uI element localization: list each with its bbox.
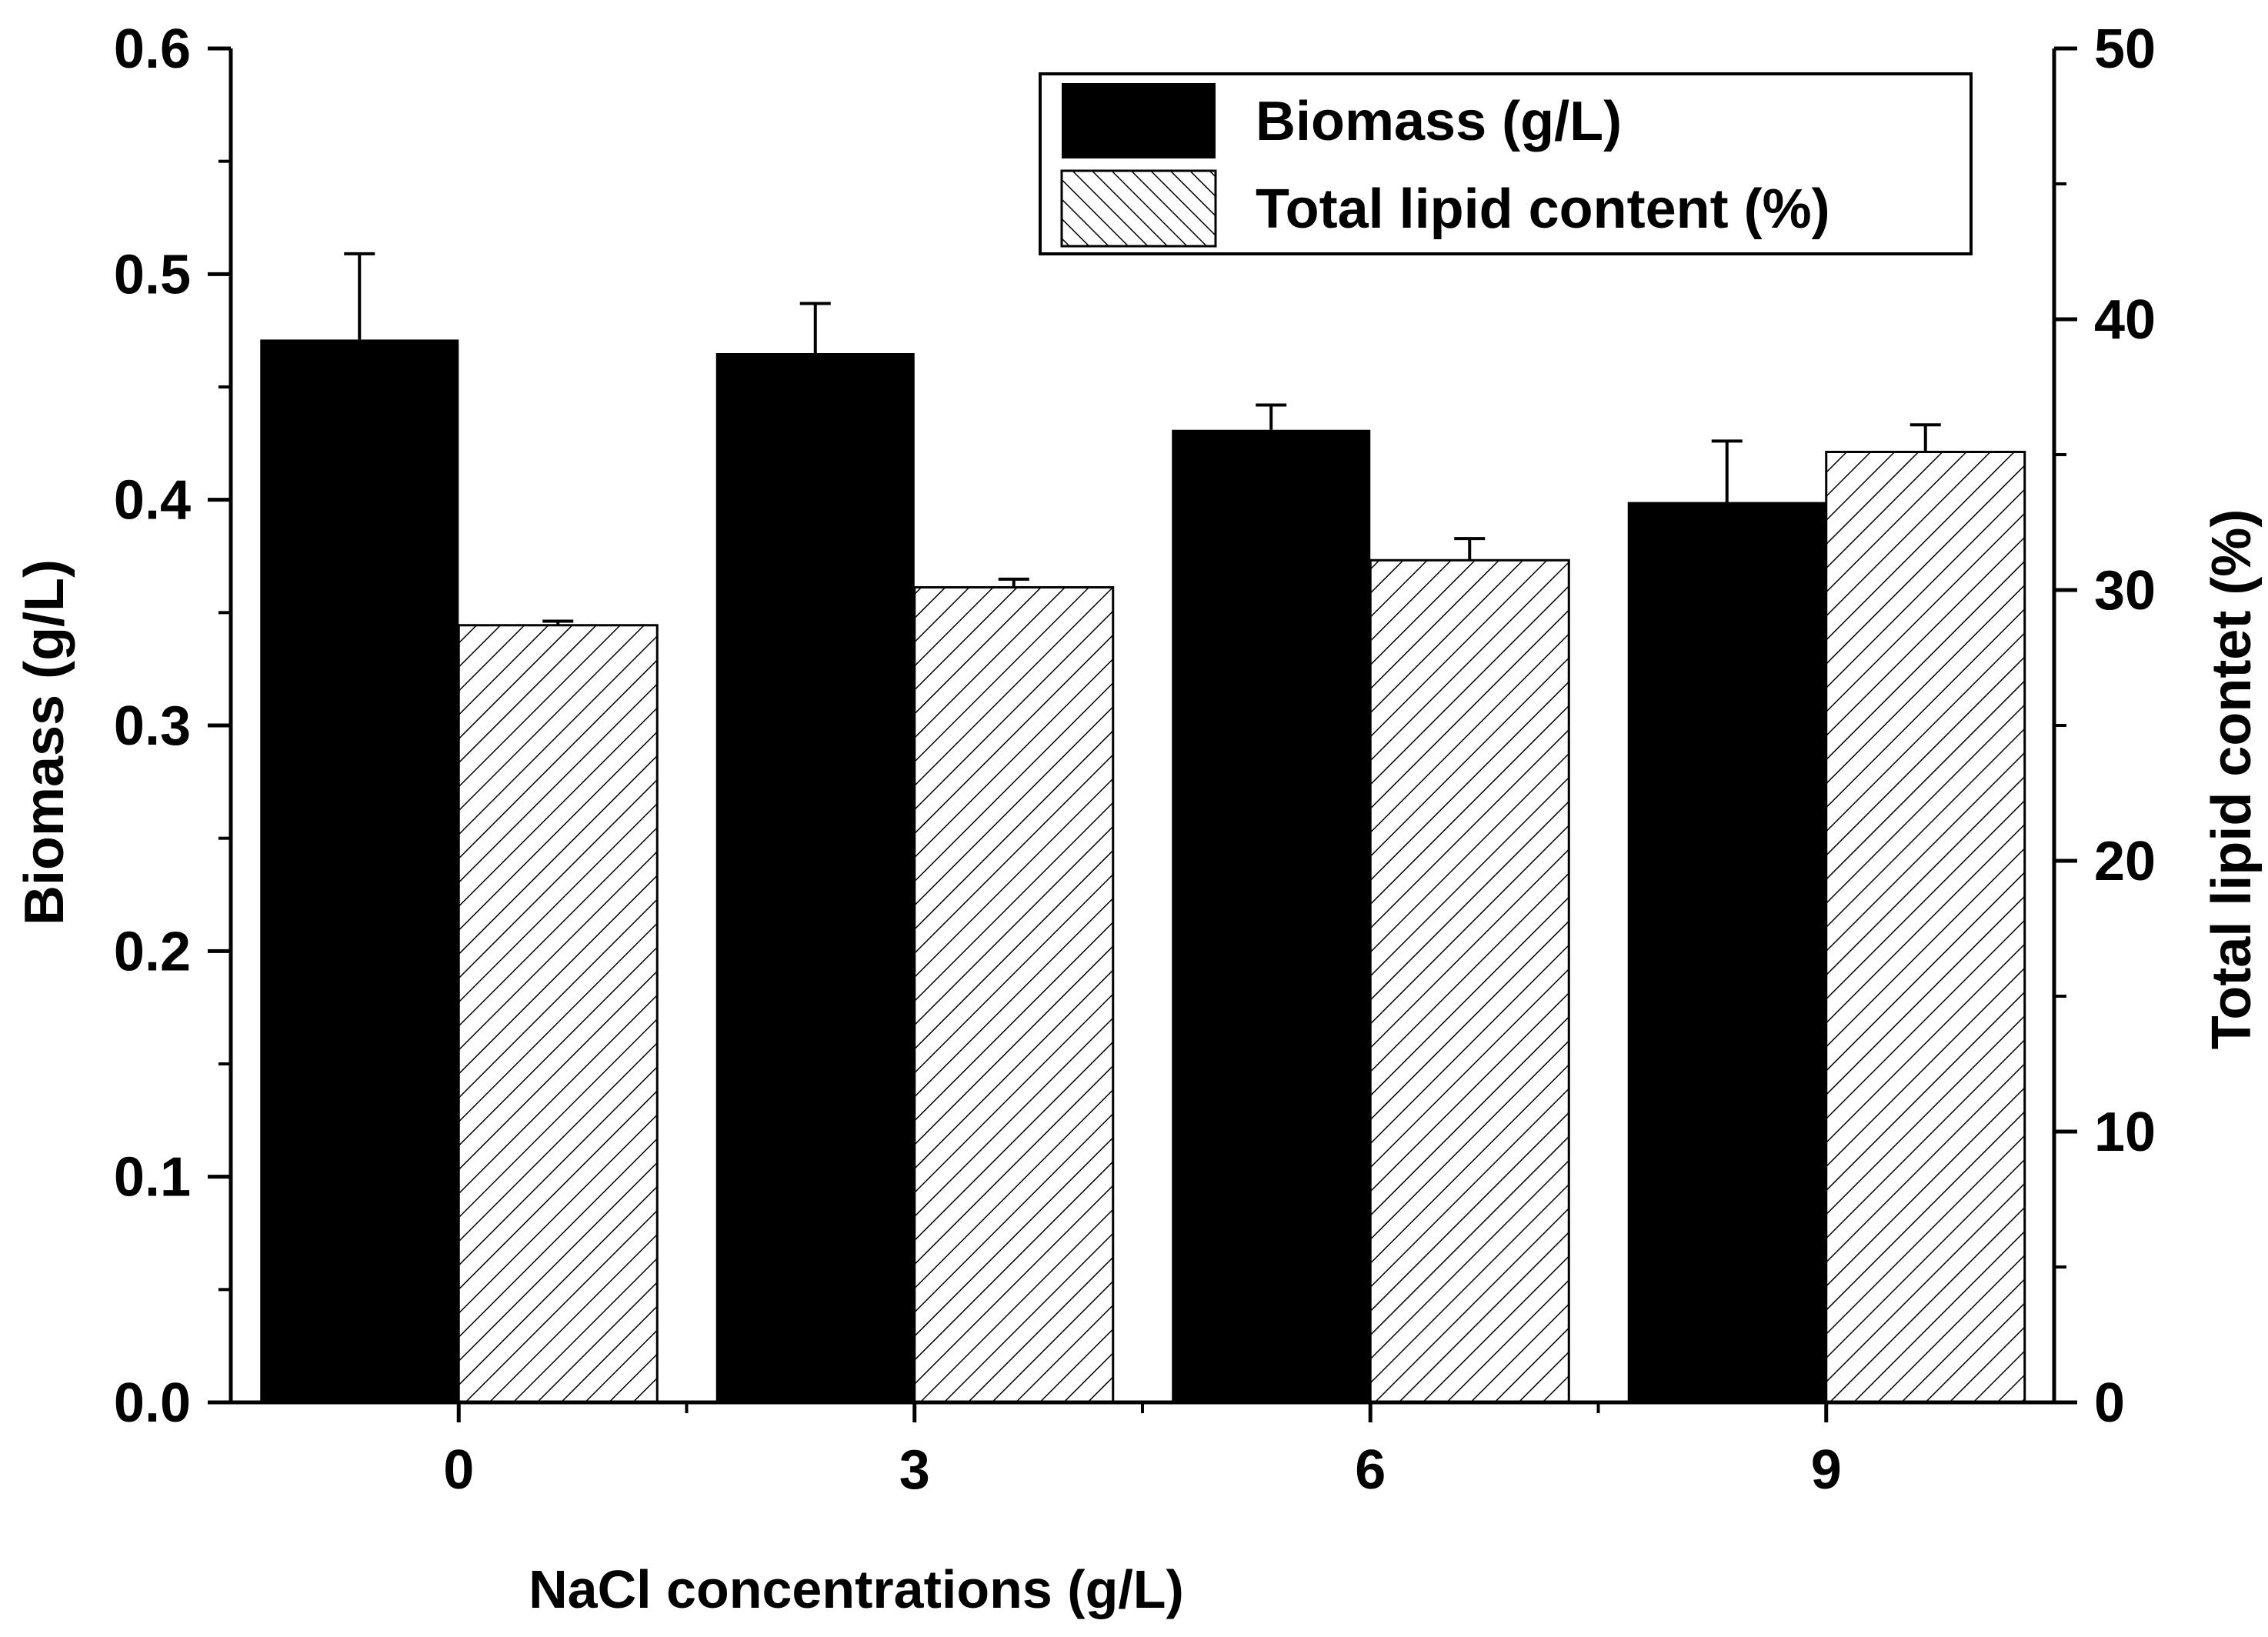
- bar-biomass-0: [260, 339, 459, 1402]
- y-right-tick-label: 10: [2094, 1102, 2156, 1163]
- ticks-layer: 0 3 6 9 0.0 0.1 0.2 0.3 0.4 0.5 0.6 0 10 20 30 40 50: [114, 18, 2156, 1501]
- y-left-tick-label: 0.4: [114, 470, 191, 532]
- y-right-tick-label: 40: [2094, 289, 2156, 351]
- x-tick-label-6: 6: [1355, 1439, 1386, 1501]
- x-tick-label-0: 0: [443, 1439, 474, 1501]
- legend-swatch-biomass: [1062, 83, 1216, 158]
- legend-label-lipid: Total lipid content (%): [1256, 178, 1830, 240]
- bars-layer: [260, 252, 2026, 1404]
- y-right-tick-label: 20: [2094, 831, 2156, 892]
- bar-lipid-6: [1369, 558, 1570, 1404]
- y-left-tick-label: 0.2: [114, 921, 191, 982]
- y-left-tick-label: 0.1: [114, 1147, 191, 1209]
- bar-lipid-9: [1825, 450, 2026, 1404]
- bar-biomass-6: [1172, 429, 1371, 1402]
- bar-biomass-3: [715, 353, 915, 1402]
- legend: Biomass (g/L) Total lipid content (%): [1039, 72, 1973, 255]
- bar-lipid-3: [913, 585, 1115, 1404]
- y-axis-right-title: Total lipid contet (%): [2201, 509, 2263, 1050]
- bar-biomass-9: [1627, 502, 1826, 1402]
- x-tick-label-9: 9: [1811, 1439, 1842, 1501]
- y-left-tick-label: 0.5: [114, 244, 191, 305]
- y-axis-left-title: Biomass (g/L): [14, 559, 75, 925]
- bar-lipid-0: [457, 624, 659, 1404]
- legend-label-biomass: Biomass (g/L): [1256, 91, 1622, 152]
- y-left-tick-label: 0.3: [114, 695, 191, 757]
- y-right-tick-label: 0: [2094, 1372, 2125, 1434]
- legend-swatch-lipid: [1060, 169, 1217, 248]
- y-left-tick-label: 0.6: [114, 18, 191, 80]
- y-left-tick-label: 0.0: [114, 1372, 191, 1434]
- x-axis-title: NaCl concentrations (g/L): [529, 1559, 1184, 1619]
- x-tick-label-3: 3: [899, 1439, 930, 1501]
- y-right-tick-label: 50: [2094, 18, 2156, 80]
- y-right-tick-label: 30: [2094, 560, 2156, 622]
